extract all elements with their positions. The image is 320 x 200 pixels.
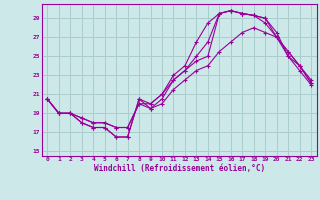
- X-axis label: Windchill (Refroidissement éolien,°C): Windchill (Refroidissement éolien,°C): [94, 164, 265, 173]
